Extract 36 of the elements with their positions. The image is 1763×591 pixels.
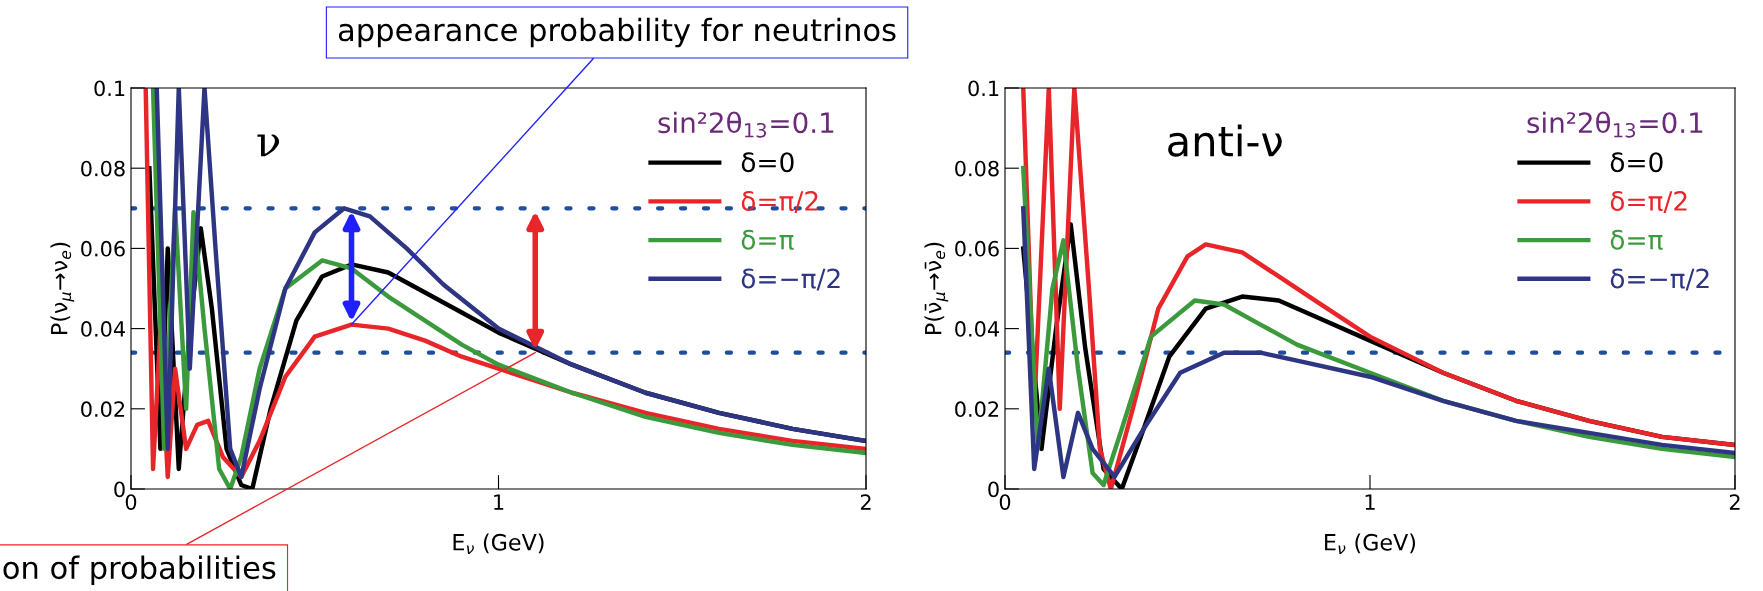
annotation: appearance probability for neutrinos bbox=[338, 17, 896, 48]
legend-label: δ=−π/2 bbox=[741, 268, 840, 291]
y-axis-title: P(ν$_{μ}$→ν$_{e}$) bbox=[50, 242, 75, 334]
x-tick-label: 0 bbox=[999, 494, 1011, 510]
y-tick-label: 0.06 bbox=[81, 240, 125, 257]
y-tick-label: 0.1 bbox=[968, 80, 999, 97]
x-tick-label: 0 bbox=[125, 494, 137, 510]
y-tick-label: 0 bbox=[114, 481, 125, 498]
y-tick-label: 0.08 bbox=[955, 160, 999, 177]
text: anti-ν bbox=[1168, 124, 1282, 157]
y-tick-label: 0.06 bbox=[955, 240, 999, 257]
x-axis-title: E$_{ν}$ (GeV) bbox=[453, 533, 544, 554]
annotation: on of probabilities bbox=[3, 555, 276, 586]
legend-label: δ=π bbox=[1610, 229, 1663, 250]
legend-label: δ=0 bbox=[1610, 152, 1663, 173]
x-tick-label: 2 bbox=[860, 494, 871, 510]
y-axis-title: P(ν̄$_{μ}$→ν̄$_{e}$) bbox=[924, 242, 949, 334]
x-tick-label: 1 bbox=[494, 494, 504, 510]
y-tick-label: 0.04 bbox=[81, 321, 125, 337]
y-tick-label: 0.02 bbox=[955, 401, 999, 418]
y-tick-label: 0.1 bbox=[94, 80, 125, 97]
legend-title: sin²2θ$_{13}$=0.1 bbox=[1527, 111, 1703, 138]
legend-label: δ=π bbox=[741, 229, 794, 250]
y-tick-label: 0 bbox=[988, 481, 999, 498]
legend-title: sin²2θ$_{13}$=0.1 bbox=[658, 111, 834, 138]
x-tick-label: 1 bbox=[1365, 494, 1375, 510]
legend-label: δ=π/2 bbox=[1610, 191, 1687, 214]
y-tick-label: 0.08 bbox=[81, 160, 125, 177]
x-tick-label: 2 bbox=[1729, 494, 1740, 510]
text: ν bbox=[257, 134, 280, 157]
y-tick-label: 0.02 bbox=[81, 401, 125, 418]
legend-label: δ=π/2 bbox=[741, 191, 818, 214]
y-tick-label: 0.04 bbox=[955, 321, 999, 337]
x-axis-title: E$_{ν}$ (GeV) bbox=[1325, 533, 1416, 554]
legend-label: δ=0 bbox=[741, 152, 794, 173]
legend-label: δ=−π/2 bbox=[1610, 268, 1709, 291]
